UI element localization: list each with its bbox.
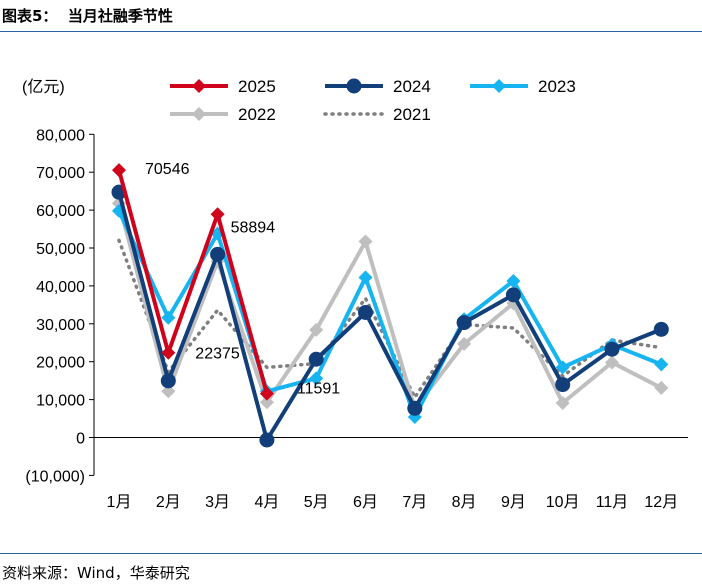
x-tick-label: 9月 (501, 494, 526, 511)
data-point-2024 (160, 373, 176, 389)
data-label: 70546 (145, 161, 190, 178)
figure-label: 图表5： (2, 7, 58, 25)
x-axis: 1月 2月 3月 4月 5月 6月 7月 8月 9月 10月 11月 12月 (94, 437, 688, 511)
data-point-2025 (112, 163, 126, 178)
data-point-2022 (309, 322, 324, 337)
y-tick-label: 70,000 (36, 165, 85, 182)
figure-title: 图表5： 当月社融季节性 (2, 5, 173, 26)
data-point-2024 (604, 341, 620, 357)
x-tick-label: 11月 (596, 494, 629, 511)
y-tick-label: 60,000 (36, 203, 85, 220)
data-point-2023 (161, 310, 176, 325)
data-point-2024 (653, 321, 669, 337)
source-note: 资料来源：Wind，华泰研究 (2, 564, 190, 582)
x-tick-label: 7月 (402, 494, 427, 511)
legend-label-2023: 2023 (538, 77, 576, 96)
y-tick-label: (10,000) (25, 468, 85, 485)
data-point-2025 (161, 345, 176, 360)
data-point-2024 (505, 287, 521, 303)
x-tick-label: 6月 (353, 494, 378, 511)
data-point-2024 (358, 304, 373, 320)
data-point-2023 (309, 371, 324, 386)
legend-label-2021: 2021 (393, 105, 431, 124)
data-labels: 70546 58894 22375 11591 (145, 161, 340, 397)
data-label: 58894 (231, 219, 276, 236)
data-point-2024 (456, 315, 472, 331)
data-point-2025 (210, 207, 225, 222)
data-point-2022 (259, 395, 274, 410)
series-line-2025 (117, 168, 269, 396)
legend-label-2024: 2024 (393, 77, 431, 96)
legend: 2025 2024 2023 2022 2021 (170, 77, 576, 124)
data-point-2022 (358, 234, 373, 249)
y-tick-label: 20,000 (36, 355, 85, 372)
x-tick-label: 5月 (304, 494, 329, 511)
x-tick-label: 3月 (205, 494, 230, 511)
series-line-2024 (117, 190, 664, 442)
line-chart: (10,000) 0 10,000 20,000 30,000 40,000 50,000 6… (22, 77, 688, 511)
data-label: 22375 (195, 346, 240, 363)
chart-title: 当月社融季节性 (67, 7, 173, 25)
bottom-rule (0, 553, 702, 554)
data-point-2023 (358, 270, 373, 285)
data-point-2022 (457, 336, 472, 351)
series-line-2023 (117, 208, 664, 420)
data-point-2024 (210, 246, 226, 262)
y-tick-label: 40,000 (36, 279, 85, 296)
legend-marker-2024 (346, 78, 362, 94)
series-lines (111, 163, 669, 448)
data-point-2022 (555, 396, 570, 411)
y-tick-label: 0 (76, 431, 85, 448)
y-axis: (10,000) 0 10,000 20,000 30,000 40,000 50,000 6… (25, 127, 95, 485)
x-tick-label: 10月 (546, 494, 580, 511)
data-point-2022 (654, 380, 669, 395)
x-tick-label: 1月 (107, 494, 132, 511)
legend-marker-2023 (492, 79, 506, 93)
x-tick-label: 12月 (644, 494, 678, 511)
data-point-2023 (506, 273, 521, 288)
data-point-2025 (259, 386, 274, 401)
data-point-2024 (407, 400, 423, 416)
data-point-2022 (161, 384, 176, 399)
legend-marker-2022 (192, 107, 206, 121)
x-tick-label: 8月 (452, 494, 477, 511)
x-tick-label: 4月 (254, 494, 279, 511)
legend-marker-2025 (192, 79, 206, 93)
data-point-2024 (555, 377, 571, 393)
top-rule (0, 31, 702, 32)
y-axis-unit: (亿元) (22, 78, 65, 96)
legend-label-2022: 2022 (238, 105, 276, 124)
data-point-2022 (605, 355, 619, 370)
series-line-2022 (117, 201, 664, 411)
data-point-2024 (259, 432, 275, 448)
y-tick-label: 10,000 (36, 393, 85, 410)
y-tick-label: 30,000 (36, 317, 85, 334)
data-label: 11591 (297, 381, 340, 398)
y-tick-label: 80,000 (36, 127, 85, 144)
data-point-2023 (555, 360, 570, 375)
legend-label-2025: 2025 (238, 77, 276, 96)
data-point-2024 (308, 351, 324, 367)
data-point-2023 (654, 357, 669, 372)
y-tick-label: 50,000 (36, 241, 85, 258)
x-tick-label: 2月 (156, 494, 181, 511)
